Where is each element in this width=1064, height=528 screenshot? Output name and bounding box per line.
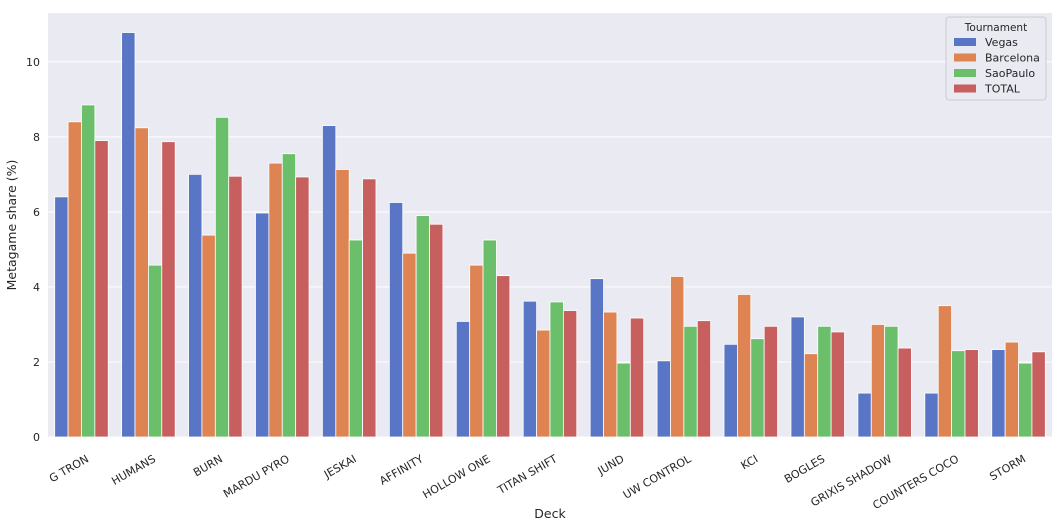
bar-vegas-3 — [255, 212, 270, 438]
bar-barcelona-0 — [67, 121, 82, 438]
bar-barcelona-7 — [536, 329, 551, 438]
x-tick-label: HOLLOW ONE — [421, 452, 493, 501]
bar-total-11 — [830, 331, 845, 438]
bar-vegas-0 — [54, 196, 69, 438]
x-tick-label: UW CONTROL — [621, 452, 694, 502]
bar-barcelona-1 — [134, 127, 149, 438]
legend-title: Tournament — [964, 22, 1027, 34]
bar-vegas-1 — [121, 32, 136, 438]
x-tick-label: MARDU PYRO — [221, 452, 292, 500]
bar-total-7 — [562, 310, 578, 438]
bar-vegas-9 — [656, 360, 671, 438]
legend-label-vegas: Vegas — [985, 36, 1018, 49]
legend-swatch-saopaulo — [954, 69, 976, 77]
bar-total-2 — [228, 175, 243, 438]
bar-saopaulo-10 — [750, 338, 765, 438]
x-tick-label: G TRON — [47, 452, 91, 485]
bar-total-12 — [897, 347, 912, 438]
bar-vegas-2 — [188, 173, 203, 438]
x-tick-label: BOGLES — [782, 452, 827, 486]
bar-total-3 — [295, 176, 310, 438]
x-axis-label: Deck — [534, 506, 566, 521]
legend-box — [945, 16, 1047, 101]
bar-vegas-14 — [991, 349, 1006, 438]
y-tick-label: 10 — [26, 56, 40, 69]
y-tick-label: 0 — [33, 431, 40, 444]
legend: Tournament Vegas Barcelona SaoPaulo TOTAL — [945, 16, 1047, 101]
bar-saopaulo-7 — [549, 301, 564, 438]
bar-total-9 — [696, 320, 712, 438]
bar-barcelona-8 — [603, 311, 618, 438]
bar-barcelona-11 — [803, 353, 819, 438]
legend-swatch-total — [954, 84, 976, 93]
bar-barcelona-9 — [670, 276, 685, 438]
bar-saopaulo-4 — [348, 239, 363, 438]
x-tick-label: KCI — [739, 452, 761, 472]
y-tick-label: 6 — [33, 206, 40, 219]
y-tick-labels: 0 2 4 6 8 10 — [26, 56, 40, 444]
bar-total-10 — [763, 325, 778, 438]
bar-total-5 — [429, 223, 444, 438]
legend-label-saopaulo: SaoPaulo — [985, 67, 1035, 80]
bars — [54, 32, 1046, 438]
bar-total-8 — [629, 317, 645, 438]
bar-total-4 — [362, 178, 377, 438]
legend-swatch-barcelona — [954, 53, 976, 62]
bar-vegas-11 — [790, 316, 805, 438]
x-tick-label: BURN — [191, 452, 225, 479]
x-tick-label: JESKAI — [321, 452, 359, 481]
bar-vegas-4 — [322, 125, 337, 438]
bar-barcelona-13 — [937, 305, 952, 438]
bar-barcelona-12 — [870, 324, 886, 438]
bar-saopaulo-0 — [81, 104, 96, 438]
y-tick-label: 4 — [33, 281, 40, 294]
bar-vegas-8 — [589, 278, 604, 438]
bar-barcelona-14 — [1004, 341, 1019, 438]
bar-vegas-6 — [455, 321, 471, 438]
x-tick-label: STORM — [987, 452, 1028, 483]
legend-swatch-vegas — [954, 38, 976, 46]
bar-barcelona-3 — [268, 162, 283, 438]
bar-vegas-12 — [857, 392, 872, 438]
bar-saopaulo-3 — [281, 153, 297, 438]
bar-saopaulo-6 — [482, 239, 497, 438]
bar-barcelona-6 — [469, 264, 484, 438]
x-tick-label: AFFINITY — [377, 452, 426, 488]
bar-saopaulo-11 — [817, 325, 832, 438]
bar-barcelona-10 — [737, 294, 752, 438]
bar-total-13 — [964, 349, 979, 438]
legend-label-barcelona: Barcelona — [985, 52, 1040, 65]
x-tick-label: JUND — [595, 452, 627, 478]
x-tick-label: TITAN SHIFT — [495, 452, 560, 497]
bar-vegas-7 — [522, 300, 538, 438]
bar-barcelona-2 — [201, 234, 216, 438]
y-axis-label: Metagame share (%) — [4, 160, 19, 291]
bar-barcelona-4 — [335, 169, 350, 438]
bar-vegas-5 — [388, 202, 404, 438]
bar-barcelona-5 — [402, 252, 417, 438]
bar-vegas-13 — [924, 392, 939, 438]
bar-saopaulo-5 — [415, 215, 430, 438]
y-tick-label: 8 — [33, 131, 40, 144]
bar-saopaulo-9 — [683, 325, 698, 438]
bar-saopaulo-14 — [1018, 362, 1033, 438]
bar-vegas-10 — [723, 343, 738, 438]
bar-total-6 — [496, 275, 511, 438]
legend-label-total: TOTAL — [984, 83, 1021, 96]
y-tick-label: 2 — [33, 356, 40, 369]
bar-saopaulo-1 — [147, 264, 163, 438]
bar-saopaulo-2 — [214, 116, 230, 438]
legend-items: Vegas Barcelona SaoPaulo TOTAL — [954, 36, 1040, 96]
bar-saopaulo-8 — [616, 362, 631, 438]
bar-saopaulo-13 — [951, 350, 966, 438]
x-tick-label: HUMANS — [109, 452, 158, 488]
bar-total-1 — [161, 141, 176, 438]
bar-saopaulo-12 — [884, 325, 899, 438]
bar-total-0 — [94, 140, 109, 438]
bar-total-14 — [1031, 351, 1046, 438]
